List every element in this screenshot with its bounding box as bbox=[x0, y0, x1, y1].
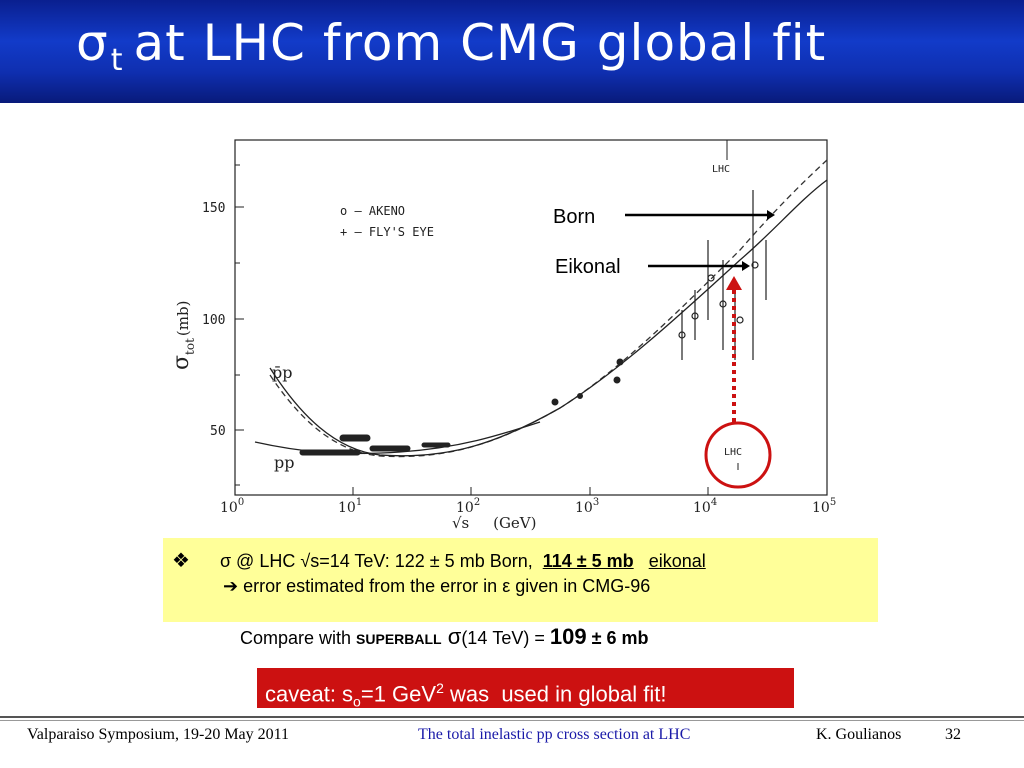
legend-flyseye: + – FLY'S EYE bbox=[340, 225, 434, 239]
footer-rule-thin bbox=[0, 720, 1024, 721]
bullet-text3: given in CMG-96 bbox=[510, 576, 651, 596]
compare-err: ± 6 mb bbox=[586, 628, 649, 648]
summary-line-1: ❖ σ @ LHC √s=14 TeV: 122 ± 5 mb Born, 114… bbox=[172, 548, 706, 573]
title-bar: σt at LHC from CMG global fit bbox=[0, 0, 1024, 103]
born-label: Born bbox=[553, 206, 596, 228]
svg-text:σtot(mb): σtot(mb) bbox=[169, 301, 197, 370]
compare-superball: SUPERBALL bbox=[356, 631, 442, 647]
x-tick-100000: 105 bbox=[812, 497, 836, 516]
born-arrowhead bbox=[767, 210, 775, 220]
plot-frame bbox=[234, 139, 828, 496]
summary-line-2: ➔ error estimated from the error in ε gi… bbox=[223, 576, 650, 597]
bullet-text2: error estimated from the error in bbox=[238, 576, 503, 596]
x-ticks bbox=[234, 487, 828, 495]
compare-prefix: Compare with bbox=[240, 628, 357, 648]
lhc-arrowhead bbox=[726, 276, 742, 290]
y-tick-50: 50 bbox=[210, 424, 226, 439]
title-sub: t bbox=[110, 43, 124, 78]
title-rest: at LHC from CMG global fit bbox=[133, 14, 827, 72]
lhc-circle-marker bbox=[704, 421, 772, 489]
y-axis-label: σtot(mb) bbox=[169, 301, 197, 370]
y-tick-150: 150 bbox=[202, 201, 225, 216]
cross-section-plot: 150 100 50 100 101 102 103 104 105 √s (G… bbox=[169, 139, 836, 532]
x-tick-1: 100 bbox=[220, 497, 244, 516]
compare-line: Compare with SUPERBALL σ(14 TeV) = 109 ±… bbox=[240, 624, 648, 650]
bullet-eikonal: eikonal bbox=[648, 551, 706, 571]
caveat-sup: 2 bbox=[436, 680, 444, 696]
bullet-sigma: σ bbox=[219, 551, 232, 571]
x-tick-100: 102 bbox=[456, 497, 480, 516]
label-pbarp: p̄p bbox=[272, 363, 292, 382]
title-sigma: σ bbox=[76, 14, 109, 72]
x-tick-1000: 103 bbox=[575, 497, 599, 516]
bullet-text1: @ LHC √s=14 TeV: 122 ± 5 mb Born, bbox=[231, 551, 543, 571]
label-pp: pp bbox=[274, 453, 294, 472]
caveat-suffix: was used in global fit! bbox=[443, 681, 667, 707]
bullet-bold-value: 114 ± 5 mb bbox=[542, 551, 634, 571]
footer-center: The total inelastic pp cross section at … bbox=[418, 726, 691, 743]
eikonal-arrowhead bbox=[742, 261, 750, 271]
y-tick-100: 100 bbox=[202, 313, 225, 328]
slide-title: σt at LHC from CMG global fit bbox=[76, 14, 826, 78]
bullet-icon: ❖ bbox=[172, 550, 190, 572]
footer-page-number: 32 bbox=[945, 726, 961, 743]
footer-author: K. Goulianos bbox=[816, 726, 902, 743]
eikonal-label: Eikonal bbox=[555, 256, 621, 278]
curve-eikonal-pbarp bbox=[269, 179, 828, 457]
x-axis-label: √s (GeV) bbox=[452, 514, 537, 532]
summary-box bbox=[163, 538, 878, 622]
x-tick-10: 101 bbox=[338, 497, 362, 516]
footer-rule-thick bbox=[0, 716, 1024, 718]
compare-value: 109 bbox=[549, 624, 587, 649]
caveat-sub: o bbox=[353, 693, 361, 710]
y-ticks bbox=[235, 164, 244, 486]
compare-energy: (14 TeV) = bbox=[461, 628, 550, 648]
compare-sigma: σ bbox=[441, 624, 462, 649]
caveat-prefix: caveat: s bbox=[265, 681, 354, 707]
data-points bbox=[299, 358, 624, 456]
caveat-mid: =1 GeV bbox=[360, 681, 437, 707]
curve-pp bbox=[254, 421, 541, 455]
caveat-box: caveat: so=1 GeV2 was used in global fit… bbox=[257, 668, 794, 710]
bullet-epsilon: ε bbox=[502, 576, 511, 596]
arrow-icon: ➔ bbox=[223, 576, 239, 596]
legend-akeno: o – AKENO bbox=[340, 204, 405, 218]
x-tick-10000: 104 bbox=[693, 497, 717, 516]
label-lhc-top: LHC bbox=[712, 164, 730, 175]
footer-left: Valparaiso Symposium, 19-20 May 2011 bbox=[27, 726, 290, 743]
label-lhc-circle: LHC bbox=[724, 447, 742, 458]
